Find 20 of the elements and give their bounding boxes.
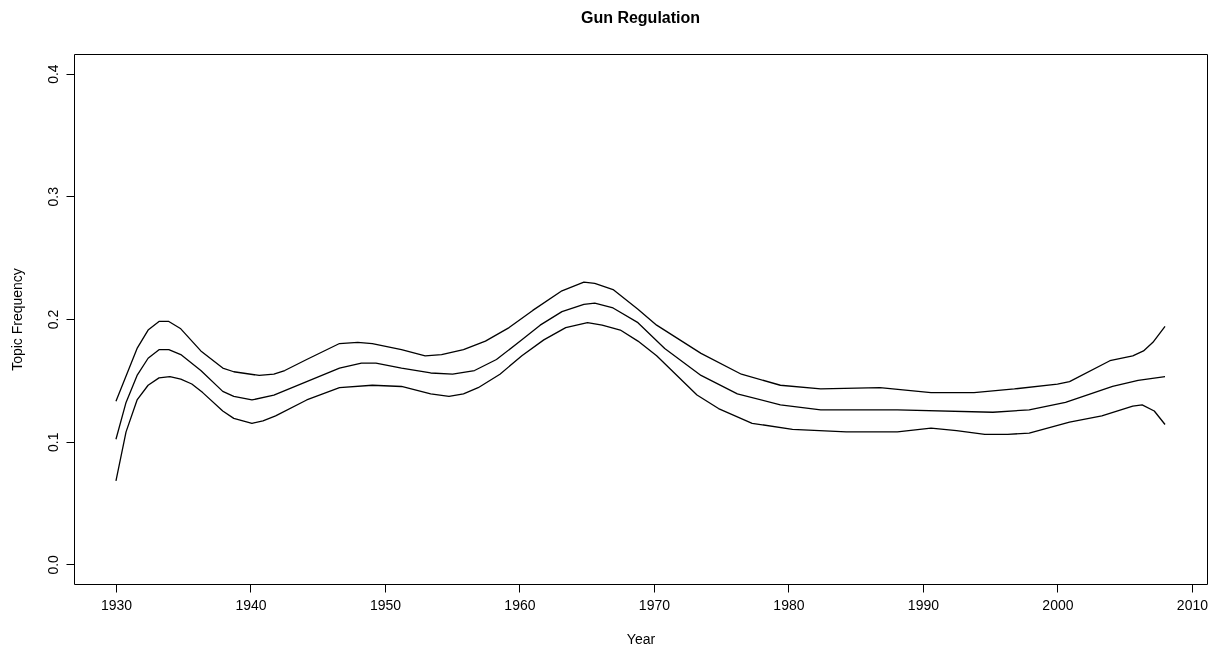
- line-series: [115, 322, 1166, 482]
- x-tick-label: 1970: [638, 596, 671, 613]
- chart-title: Gun Regulation: [580, 9, 701, 26]
- x-tick-label: 1940: [235, 596, 267, 613]
- y-tick-label: 0.4: [44, 64, 61, 84]
- x-tick-label: 1950: [369, 596, 402, 613]
- line-series: [115, 302, 1166, 440]
- x-tick-label: 2000: [1042, 596, 1074, 613]
- x-tick-label: 1990: [907, 596, 940, 613]
- line-series: [115, 281, 1166, 402]
- x-tick-label: 1980: [773, 596, 805, 613]
- y-axis-title: Topic Frequency: [8, 268, 25, 371]
- x-tick-label: 1960: [504, 596, 536, 613]
- x-tick-label: 1930: [100, 596, 133, 613]
- y-tick-label: 0.2: [44, 309, 61, 330]
- x-axis-title: Year: [626, 630, 656, 647]
- x-tick-label: 2010: [1176, 596, 1209, 613]
- y-tick-label: 0.3: [44, 186, 61, 207]
- y-tick-label: 0.1: [44, 432, 61, 452]
- y-tick-label: 0.0: [44, 554, 61, 575]
